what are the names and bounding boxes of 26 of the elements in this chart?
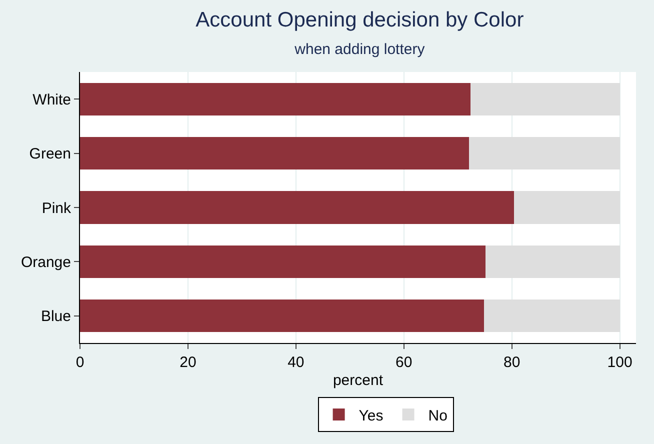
bar: [469, 137, 620, 170]
bar: [80, 191, 514, 224]
y-tick-label: White: [32, 91, 71, 108]
chart-subtitle: when adding lottery: [294, 40, 426, 58]
x-tick-label: 20: [180, 354, 196, 371]
bar: [470, 82, 620, 116]
bar: [484, 300, 620, 332]
bar: [80, 137, 470, 170]
bar: [80, 82, 470, 116]
x-tick-label: 40: [288, 354, 304, 371]
legend-label: Yes: [358, 407, 384, 424]
x-axis-title: percent: [332, 372, 384, 389]
x-tick-label: 100: [607, 354, 632, 371]
bar: [485, 245, 620, 278]
x-tick-label: 80: [503, 354, 520, 371]
y-tick-label: Green: [29, 146, 71, 163]
y-tick-label: Orange: [20, 254, 71, 271]
bar: [514, 191, 620, 224]
bar: [80, 300, 484, 332]
x-tick-label: 60: [396, 354, 412, 371]
chart-title: Account Opening decision by Color: [196, 8, 524, 32]
bar: [80, 245, 486, 278]
legend-label: No: [428, 407, 448, 424]
y-tick-label: Pink: [42, 200, 72, 217]
x-tick-label: 0: [76, 354, 84, 371]
y-tick-label: Blue: [40, 308, 71, 326]
